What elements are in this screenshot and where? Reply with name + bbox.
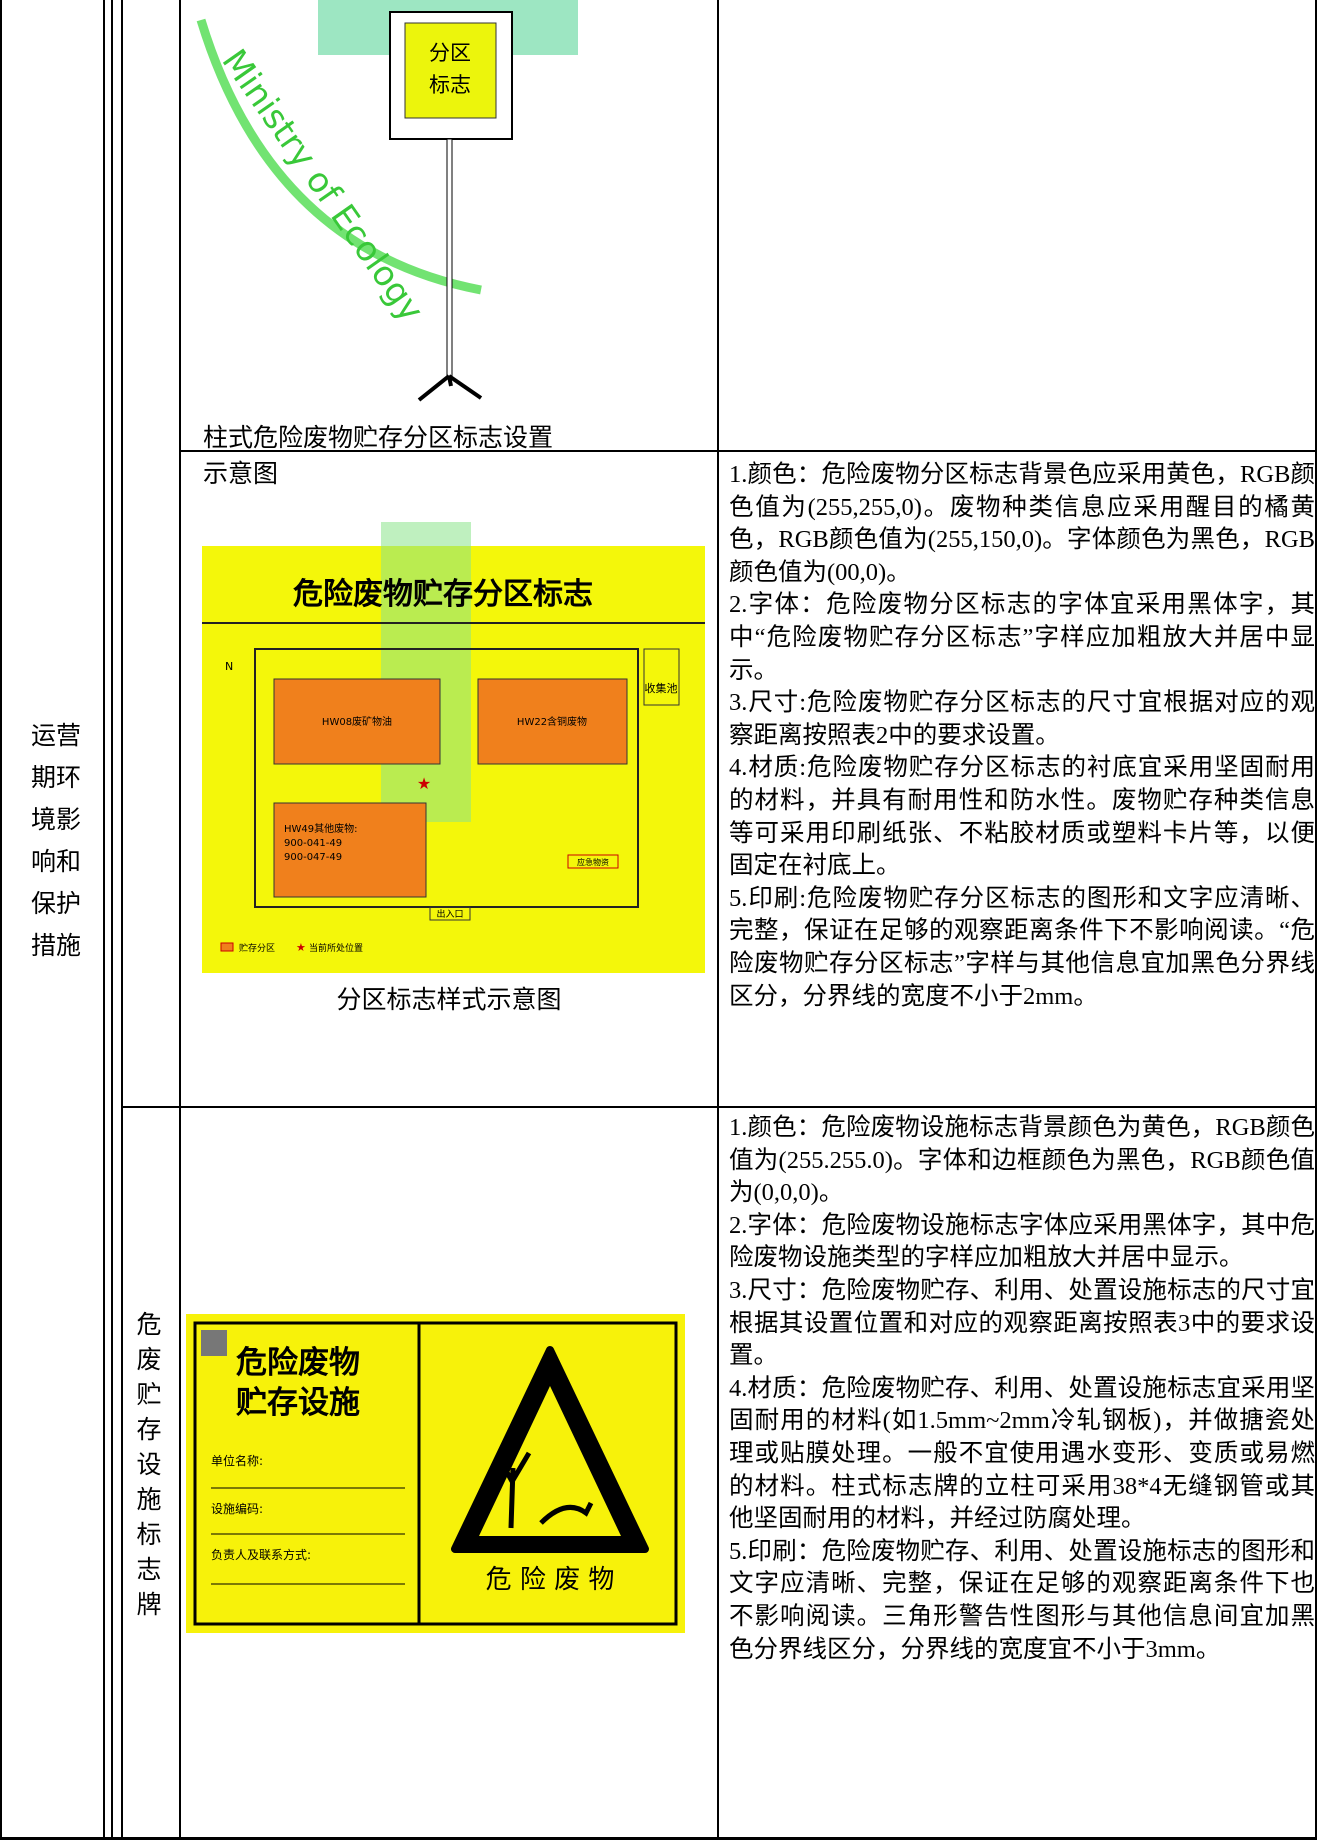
- emergency-box: [567, 854, 619, 869]
- figure-facility-sign: 危险废物 贮存设施 单位名称: 设施编码: 负责人及联系方式: 危 险 废 物: [186, 1314, 685, 1633]
- legend-swatch: [220, 942, 234, 952]
- sign-text: 分区: [429, 41, 471, 65]
- facility-label: 危废贮存设施标志牌: [136, 1312, 162, 1619]
- paragraph: 1.颜色：危险废物分区标志背景色应采用黄色，RGB颜色值为(255,255,0)…: [729, 461, 1315, 586]
- paragraph: 5.印刷：危险废物贮存、利用、处置设施标志的图形和文字应清晰、完整，保证在足够的…: [729, 1537, 1315, 1663]
- watermark-arc: [196, 18, 482, 295]
- emergency: 应急物资: [577, 857, 609, 867]
- border: [111, 0, 113, 1840]
- description: 1.颜色：危险废物设施标志背景颜色为黄色，RGB颜色值为(255.255.0)。…: [729, 1112, 1315, 1666]
- border: [179, 0, 181, 1840]
- paragraph: 3.尺寸:危险废物贮存分区标志的尺寸宜根据对应的观察距离按照表2中的要求设置。: [729, 689, 1315, 749]
- pole: [446, 138, 453, 377]
- legend: 当前所处位置: [309, 942, 363, 954]
- border: [121, 0, 123, 1840]
- paragraph: 2.字体：危险废物设施标志字体应采用黑体字，其中危险废物设施类型的字样应加粗放大…: [729, 1211, 1315, 1272]
- paragraph: 4.材质:危险废物贮存分区标志的衬底宜采用坚固耐用的材料，并具有耐用性和防水性。…: [729, 754, 1315, 880]
- area-label: HW08废矿物油: [322, 715, 392, 728]
- area-label: HW22含铜废物: [517, 715, 587, 728]
- warning-icon: [496, 1451, 594, 1529]
- border: [717, 0, 719, 1840]
- border: [0, 1837, 1317, 1840]
- warning-inner: [479, 1386, 621, 1536]
- border: [179, 450, 1317, 452]
- sign-border: [193, 1321, 678, 1626]
- paragraph: 4.材质：危险废物贮存、利用、处置设施标志宜采用坚固耐用的材料(如1.5mm~2…: [729, 1374, 1315, 1533]
- paragraph: 5.印刷:危险废物贮存分区标志的图形和文字应清晰、完整，保证在足够的观察距离条件…: [729, 884, 1315, 1010]
- border: [1315, 0, 1317, 1840]
- sign-face: [404, 22, 497, 119]
- border: [103, 0, 105, 1840]
- entrance-box: [429, 906, 471, 921]
- field: 负责人及联系方式:: [211, 1547, 311, 1562]
- sign-text: 标志: [429, 73, 471, 97]
- watermark-shape: [381, 522, 471, 822]
- description: 1.颜色：危险废物分区标志背景色应采用黄色，RGB颜色值为(255,255,0)…: [729, 459, 1315, 1013]
- border: [121, 1106, 1317, 1108]
- entrance: 出入口: [436, 908, 463, 920]
- map-title: 危险废物贮存分区标志: [293, 577, 593, 612]
- paragraph: 1.颜色：危险废物设施标志背景颜色为黄色，RGB颜色值为(255.255.0)。…: [729, 1114, 1315, 1207]
- paragraph: 3.尺寸：危险废物贮存、利用、处置设施标志的尺寸宜根据其设置位置和对应的观察距离…: [729, 1276, 1315, 1370]
- legend: 贮存分区: [239, 942, 275, 954]
- sign-title: 危险废物: [236, 1345, 360, 1381]
- tripod: [417, 374, 483, 402]
- sign-title: 贮存设施: [236, 1385, 360, 1421]
- north: N: [225, 660, 233, 673]
- area: [477, 678, 628, 765]
- paragraph: 2.字体：危险废物分区标志的字体宜采用黑体字，其中“危险废物贮存分区标志”字样应…: [729, 591, 1315, 684]
- caption: 柱式危险废物贮存分区标志设置示意图: [203, 425, 554, 488]
- warning-text: 危 险 废 物: [486, 1565, 615, 1595]
- section-label: 运营期环境影响和保护措施: [30, 723, 81, 960]
- field: 设施编码:: [211, 1501, 263, 1516]
- caption: 分区标志样式示意图: [336, 987, 562, 1014]
- area-label: 900-047-49: [284, 852, 342, 863]
- area: [273, 802, 427, 898]
- star: ★: [417, 774, 431, 793]
- qr-code: [201, 1330, 227, 1356]
- figure-pole-sign: Ministry of Ecology 分区 标志: [196, 0, 578, 402]
- pool-box: [643, 648, 680, 706]
- pool: 收集池: [645, 681, 678, 695]
- field: 单位名称:: [211, 1453, 263, 1468]
- area: [273, 678, 441, 765]
- figure-zone-sign: 危险废物贮存分区标志 N HW08废矿物油 HW22含铜废物 HW49其他废物:…: [202, 522, 705, 973]
- legend-star: ★: [296, 941, 306, 954]
- area-label: HW49其他废物:: [284, 822, 358, 835]
- border: [0, 0, 2, 1840]
- area-label: 900-041-49: [284, 838, 342, 849]
